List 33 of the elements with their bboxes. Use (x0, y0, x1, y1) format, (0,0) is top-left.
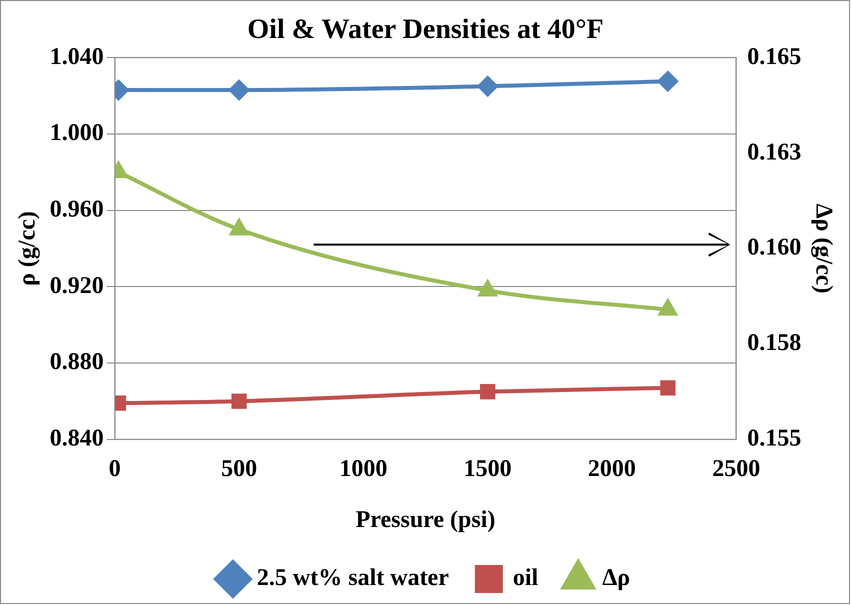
x-tick-label: 500 (221, 456, 258, 482)
y2-tick-label: 0.165 (747, 44, 802, 70)
y-tick-label: 0.920 (50, 272, 104, 299)
y2-tick-label: 0.160 (747, 234, 802, 261)
y-tick-label: 0.840 (50, 426, 104, 452)
x-tick-label: 1000 (339, 456, 388, 482)
point (478, 280, 497, 296)
y-tick-label: 0.960 (50, 196, 104, 223)
x-tick-label: 1500 (464, 456, 512, 482)
point (231, 394, 247, 409)
point (660, 380, 676, 396)
y2-axis-title: Δρ (g/cc) (810, 204, 836, 294)
point (229, 80, 250, 100)
point (480, 384, 496, 400)
chart-title: Oil & Water Densities at 40°F (247, 14, 604, 46)
x-tick-label: 0 (108, 456, 121, 482)
y-tick-label: 0.880 (50, 349, 104, 376)
point (658, 300, 677, 316)
point (230, 219, 248, 236)
y2-tick-label: 0.155 (747, 426, 802, 452)
point (478, 76, 498, 96)
y-tick-label: 1.040 (50, 44, 104, 70)
y-tick-label: 1.000 (50, 120, 104, 146)
x-tick-label: 2500 (712, 456, 760, 482)
y2-tick-label: 0.158 (747, 330, 802, 356)
y2-tick-label: 0.163 (747, 139, 802, 166)
legend-label: 2.5 wt% salt water (256, 565, 450, 592)
legend-label: Δρ (602, 565, 630, 592)
x-tick-label: 2000 (588, 456, 636, 482)
point (658, 71, 678, 92)
legend-label: oil (512, 565, 539, 592)
x-axis-title: Pressure (psi) (356, 506, 496, 533)
y-axis-title: ρ (g/cc) (14, 211, 41, 286)
